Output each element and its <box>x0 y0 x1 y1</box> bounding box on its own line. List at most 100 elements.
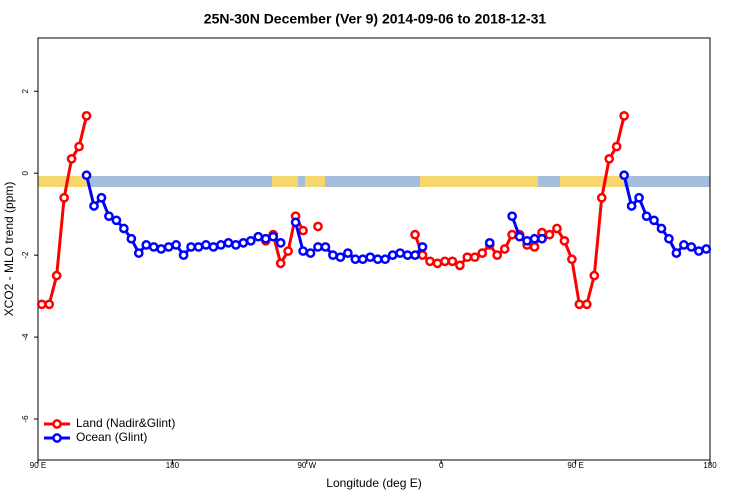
data-point <box>96 192 107 203</box>
data-point <box>231 240 241 250</box>
x-tick-label: 0 <box>439 461 444 470</box>
data-point <box>567 254 577 265</box>
data-point <box>343 248 353 258</box>
data-point <box>499 244 510 254</box>
x-tick-label: 90 W <box>297 461 316 470</box>
data-point <box>201 240 211 250</box>
data-point <box>462 252 473 263</box>
data-point <box>671 248 682 258</box>
data-point <box>216 240 226 250</box>
data-point <box>126 233 137 244</box>
data-point <box>649 215 659 226</box>
data-point <box>693 246 704 256</box>
data-point <box>51 270 62 281</box>
y-tick-label: -4 <box>21 333 30 341</box>
data-point <box>417 250 428 260</box>
data-point <box>529 233 540 244</box>
data-point <box>507 229 517 240</box>
land-band <box>38 176 90 187</box>
data-point <box>484 238 495 248</box>
data-point <box>529 242 540 252</box>
data-point <box>619 170 629 181</box>
data-point <box>66 154 77 164</box>
data-point <box>425 256 435 267</box>
data-point <box>104 211 114 222</box>
data-point <box>275 238 286 248</box>
land-band <box>560 176 624 187</box>
data-point <box>559 235 570 246</box>
data-point <box>611 141 622 152</box>
data-point <box>81 110 92 121</box>
data-point <box>581 299 592 310</box>
data-point <box>626 201 637 211</box>
data-point <box>604 154 615 164</box>
data-point <box>410 229 420 240</box>
y-tick-label: -6 <box>21 415 30 423</box>
data-point <box>253 231 264 242</box>
data-point <box>492 250 503 260</box>
data-point <box>574 299 585 310</box>
data-point <box>133 248 144 258</box>
data-point <box>320 242 331 252</box>
data-point <box>163 242 174 252</box>
x-tick-label: 180 <box>166 461 180 470</box>
data-point <box>350 254 361 265</box>
surface-mask <box>38 176 710 187</box>
data-point <box>701 244 712 254</box>
data-point <box>275 258 286 269</box>
data-point <box>440 256 450 267</box>
data-point <box>641 211 652 222</box>
data-point <box>432 258 443 269</box>
data-point <box>477 248 488 258</box>
data-point <box>335 252 346 263</box>
data-point <box>417 242 428 252</box>
data-point <box>119 223 129 234</box>
chart-title: 25N-30N December (Ver 9) 2014-09-06 to 2… <box>204 11 547 27</box>
data-point <box>365 252 376 263</box>
x-tick-label: 90 E <box>30 461 46 470</box>
x-axis-label: Longitude (deg E) <box>326 476 421 490</box>
data-point <box>447 256 458 267</box>
data-point <box>357 254 368 265</box>
y-axis-label: XCO2 - MLO trend (ppm) <box>2 182 16 317</box>
data-point <box>402 250 413 260</box>
legend-marker <box>52 433 62 443</box>
data-point <box>245 235 256 246</box>
data-point <box>596 192 607 203</box>
data-point <box>36 299 47 310</box>
legend-label: Ocean (Glint) <box>76 430 147 444</box>
data-point <box>380 254 391 265</box>
data-point <box>298 225 308 236</box>
data-point <box>544 229 555 240</box>
data-point <box>507 211 517 222</box>
data-point <box>552 223 562 234</box>
data-point <box>268 231 279 242</box>
data-point <box>59 192 69 203</box>
data-point <box>141 240 152 250</box>
data-point <box>656 223 667 234</box>
y-tick-label: 0 <box>21 170 30 175</box>
data-point <box>469 252 480 263</box>
data-point <box>679 240 689 250</box>
legend-marker <box>52 419 62 429</box>
data-point <box>148 242 159 252</box>
data-point <box>260 233 271 244</box>
data-point <box>111 215 122 226</box>
data-point <box>395 248 405 258</box>
data-point <box>634 192 644 203</box>
data-point <box>619 110 629 121</box>
ocean-band <box>38 176 710 187</box>
data-point <box>686 242 697 252</box>
data-point <box>298 246 308 256</box>
data-point <box>290 217 301 228</box>
data-point <box>223 238 234 248</box>
data-point <box>193 242 204 252</box>
land-band <box>272 176 298 187</box>
data-point <box>171 240 181 250</box>
data-point <box>156 244 167 254</box>
data-point <box>664 233 674 244</box>
data-point <box>522 235 532 246</box>
legend-label: Land (Nadir&Glint) <box>76 416 175 430</box>
data-point <box>455 260 465 271</box>
